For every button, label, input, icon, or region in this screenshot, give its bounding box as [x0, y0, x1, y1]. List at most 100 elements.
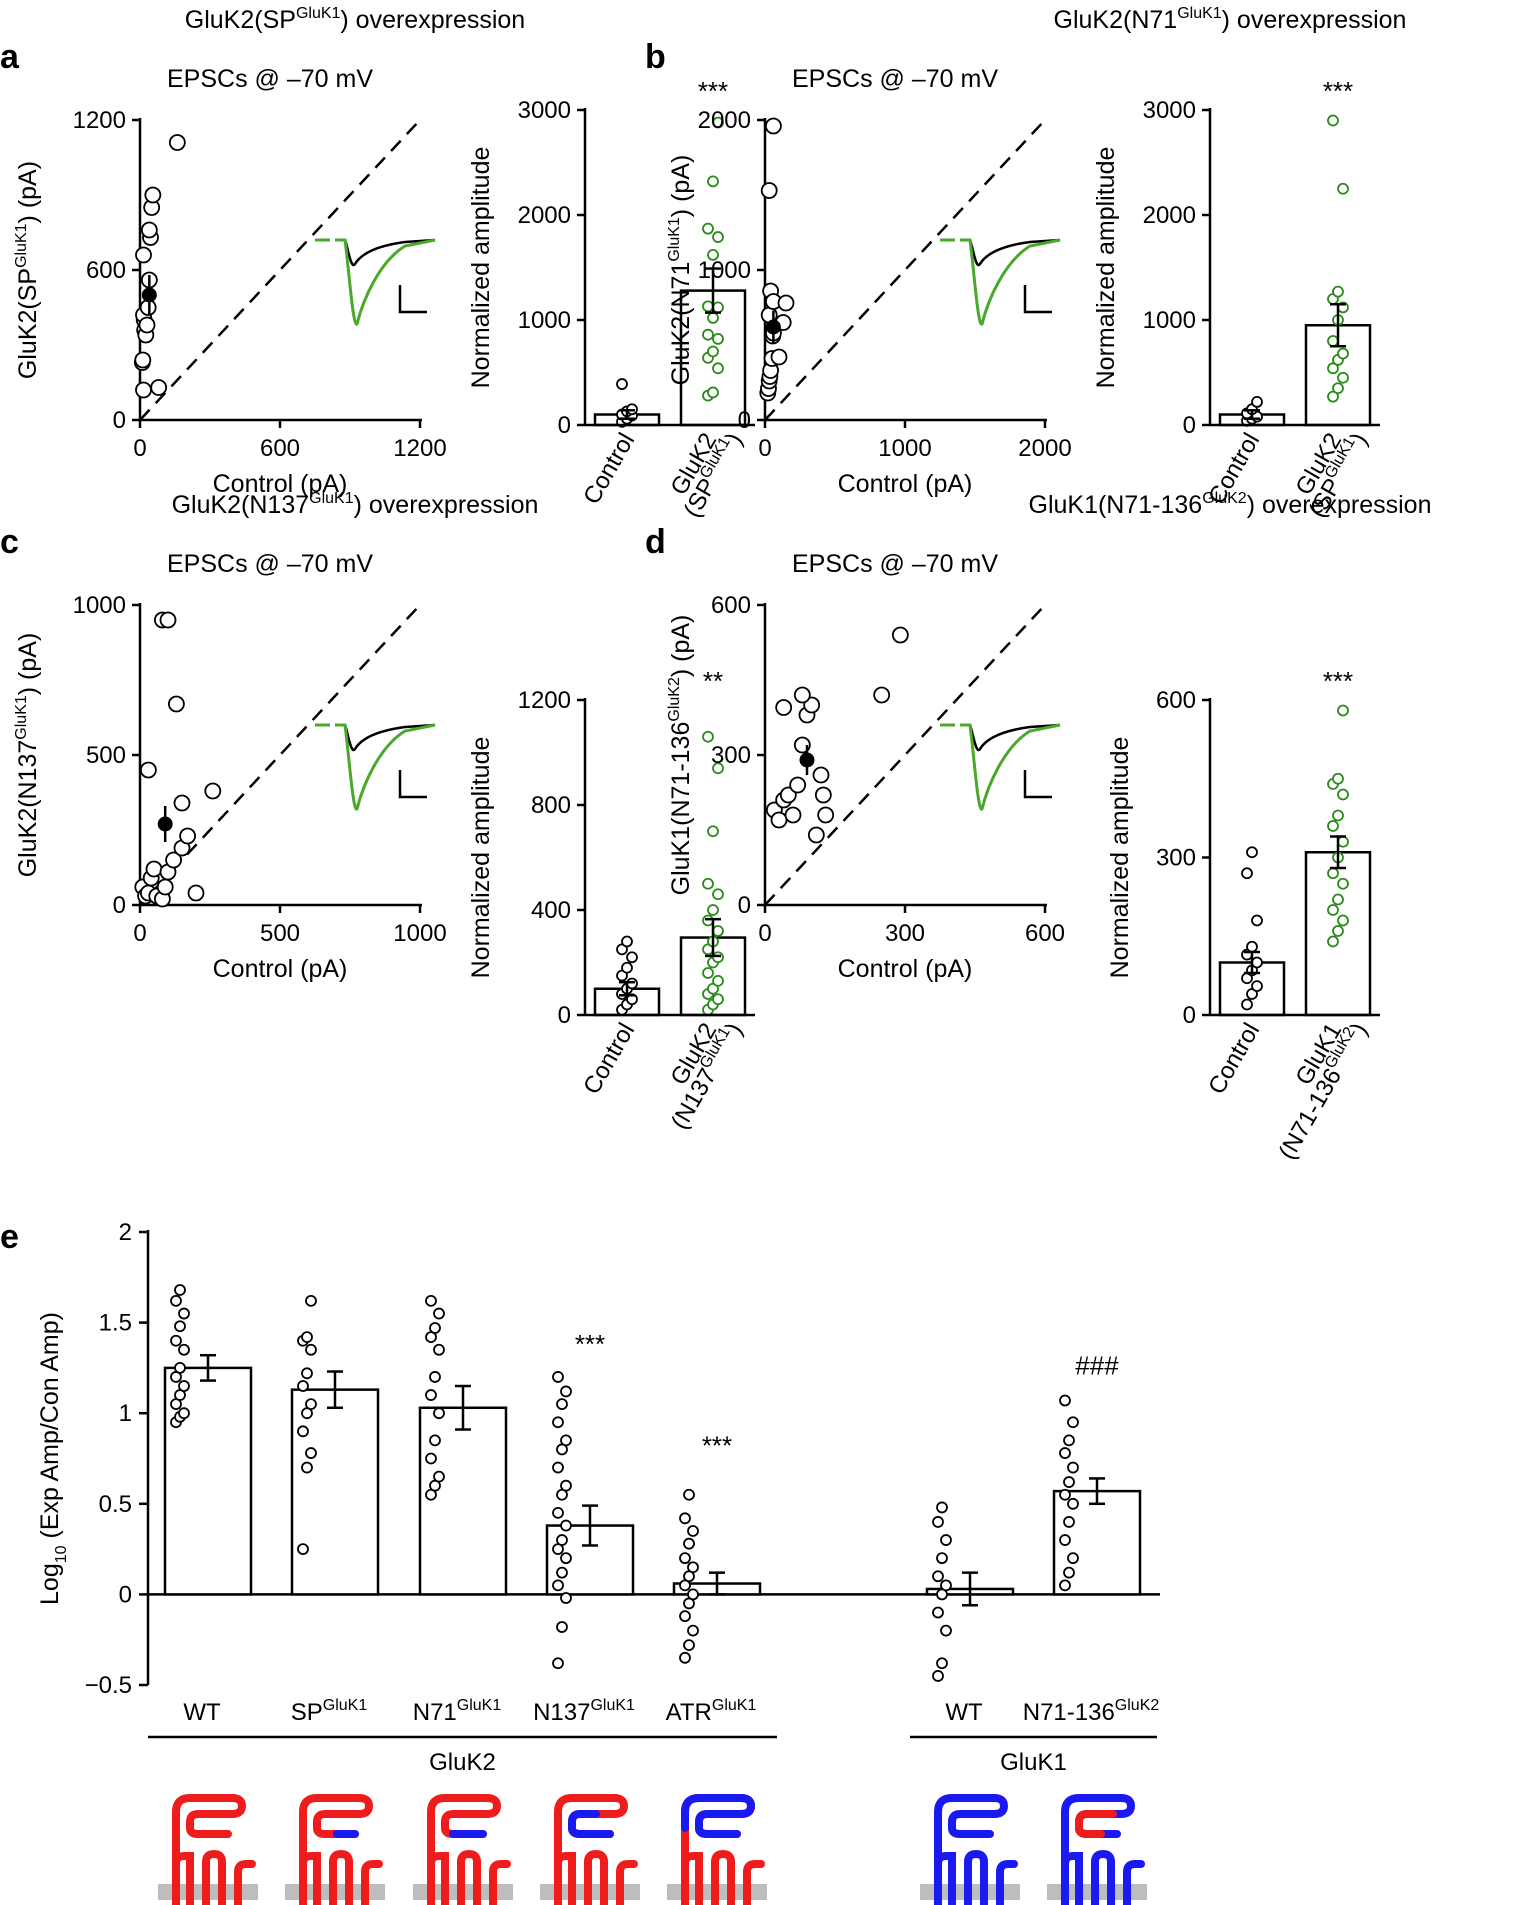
e-point [178, 1307, 190, 1320]
y-axis-label: GluK2(N137GluK1) (pA) [13, 633, 42, 878]
swapped-segment [568, 1810, 614, 1838]
experimental-point [1327, 335, 1339, 347]
e-y-axis-label-part: 10 [53, 1545, 70, 1563]
experimental-point [1337, 182, 1349, 195]
scatter-subtitle: EPSCs @ –70 mV [792, 65, 998, 93]
bar-y-axis-label: Normalized amplitude [467, 737, 495, 979]
experimental-point [1327, 904, 1339, 916]
experimental-point [1337, 914, 1349, 927]
panel-letter: b [645, 38, 666, 76]
experimental-point [1332, 382, 1344, 395]
e-point [429, 1434, 441, 1447]
experimental-point [1327, 390, 1339, 403]
y-axis-label-part: GluK1 [666, 217, 683, 262]
y-axis-label: GluK2(SPGluK1) (pA) [13, 161, 42, 379]
experimental-point [707, 311, 719, 324]
bar-y-tick-label: 3000 [518, 97, 571, 124]
experimental-point [707, 904, 719, 916]
panel-title: GluK2(N71GluK1) overexpression [1054, 5, 1407, 34]
experimental-point [707, 248, 719, 261]
experimental-point [707, 825, 719, 838]
x-tick-label: 0 [133, 435, 146, 462]
e-point [552, 1461, 564, 1474]
control-point [621, 935, 633, 948]
e-group-label: GluK1 [1000, 1749, 1067, 1776]
scatter-point [814, 786, 832, 804]
bar-y-tick-label: 0 [558, 1002, 571, 1029]
e-point [560, 1592, 572, 1604]
e-point [425, 1294, 437, 1307]
y-axis-label-part: GluK1 [13, 223, 30, 268]
scatter-point [807, 826, 825, 844]
experimental-point [702, 222, 714, 235]
significance-marker: ** [703, 666, 723, 696]
e-point [301, 1331, 313, 1343]
y-axis-label-part: GluK2(N137 [14, 740, 42, 878]
scatter-point [138, 316, 156, 334]
x-axis-label: Control (pA) [213, 470, 348, 498]
control-point [1241, 867, 1253, 880]
y-axis-label-part: GluK2 [666, 677, 683, 722]
significance-marker: *** [698, 76, 728, 106]
e-point [1067, 1552, 1079, 1565]
e-point [552, 1416, 564, 1429]
e-point [170, 1334, 182, 1347]
e-y-axis-label: Log10 (Exp Amp/Con Amp) [36, 1312, 70, 1605]
scatter-point [167, 695, 185, 713]
e-point [679, 1512, 691, 1525]
e-point [940, 1579, 952, 1592]
e-point [560, 1519, 572, 1532]
e-point [178, 1407, 190, 1420]
control-point [616, 378, 628, 390]
panel-b: b GluK2(N71GluK1) overexpression EPSCs @ –… [645, 5, 1406, 522]
e-category-label-part: GluK1 [590, 1697, 635, 1714]
scatter-point [156, 878, 174, 896]
scatter-point [150, 379, 168, 396]
schematic-n71-136-gluk2 [1047, 1794, 1147, 1905]
e-point [1063, 1516, 1075, 1528]
y-tick-label: 1000 [73, 592, 126, 619]
e-y-tick-label: 1 [119, 1400, 132, 1427]
e-point [932, 1606, 944, 1619]
experimental-point [1327, 867, 1339, 880]
panel-title-part: GluK1 [1177, 5, 1222, 22]
e-point [297, 1425, 309, 1438]
experimental-point [1337, 788, 1349, 801]
panel-title-part: GluK1 [296, 5, 341, 22]
x-tick-label: 600 [1025, 920, 1065, 947]
scatter-plot: EPSCs @ –70 mV 0 600 1200 0 600 1200 Control (p… [13, 65, 447, 498]
experimental-point [1327, 935, 1339, 948]
control-point [626, 951, 638, 964]
epsc-traces [315, 238, 436, 326]
experimental-point [712, 993, 724, 1006]
scatter-point [139, 761, 157, 779]
e-category-label-part: N71 [413, 1699, 457, 1726]
e-point [936, 1657, 948, 1670]
experimental-point [702, 877, 714, 890]
x-axis-label: Control (pA) [838, 955, 973, 983]
bar-y-tick-label: 1000 [1143, 307, 1196, 334]
transmembrane-domain [681, 1848, 765, 1905]
experimental-point [1332, 893, 1344, 906]
epsc-traces [940, 238, 1061, 326]
experimental-point [712, 116, 724, 129]
e-category-label: N71-136GluK2 [1023, 1697, 1160, 1726]
e-category-label-part: GluK1 [712, 1697, 757, 1714]
e-point [433, 1407, 445, 1420]
e-point [687, 1588, 699, 1601]
experimental-point [702, 914, 714, 927]
e-point [552, 1506, 564, 1519]
e-point [552, 1579, 564, 1592]
y-axis-label-part: GluK1(N71-136 [667, 722, 695, 896]
experimental-point [1337, 347, 1349, 360]
control-point [1251, 914, 1263, 927]
scatter-point [165, 851, 183, 869]
e-point [556, 1398, 568, 1411]
bar-y-axis-label: Normalized amplitude [1106, 737, 1134, 979]
e-point [683, 1488, 695, 1501]
scatter-point [144, 186, 162, 204]
e-point [305, 1294, 317, 1307]
experimental-point [1332, 925, 1344, 937]
